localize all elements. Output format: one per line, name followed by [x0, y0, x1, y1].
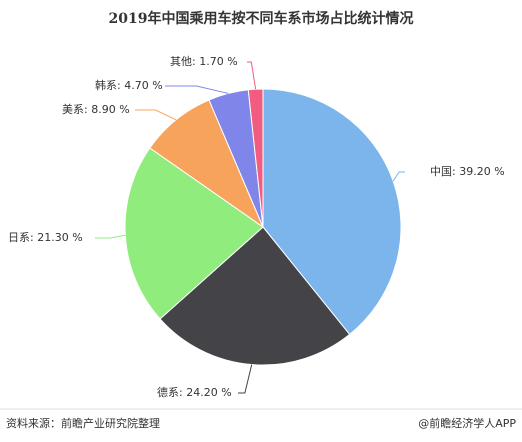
data-label: 韩系: 4.70 %: [95, 78, 163, 92]
leader-line: [392, 171, 405, 182]
pie-slice: [124, 147, 264, 320]
leader-line: [165, 85, 229, 94]
data-label: 中国: 39.20 %: [430, 165, 505, 178]
data-label: 日系: 21.30 %: [8, 231, 83, 244]
leader-line: [247, 61, 257, 90]
source: 资料来源：前瞻产业研究院整理: [6, 416, 160, 430]
leader-line: [95, 234, 126, 239]
data-label: 其他: 1.70 %: [170, 55, 238, 68]
leader-line: [238, 364, 253, 394]
data-label: 德系: 24.20 %: [157, 385, 232, 399]
pie-slice: [247, 88, 264, 228]
data-label: 美系: 8.90 %: [62, 103, 130, 116]
leader-line: [135, 109, 177, 121]
credit: @前瞻经济学人APP: [418, 416, 516, 430]
chart-title: 2019年中国乘用车按不同车系市场占比统计情况: [109, 10, 414, 27]
pie-slice: [262, 88, 402, 336]
